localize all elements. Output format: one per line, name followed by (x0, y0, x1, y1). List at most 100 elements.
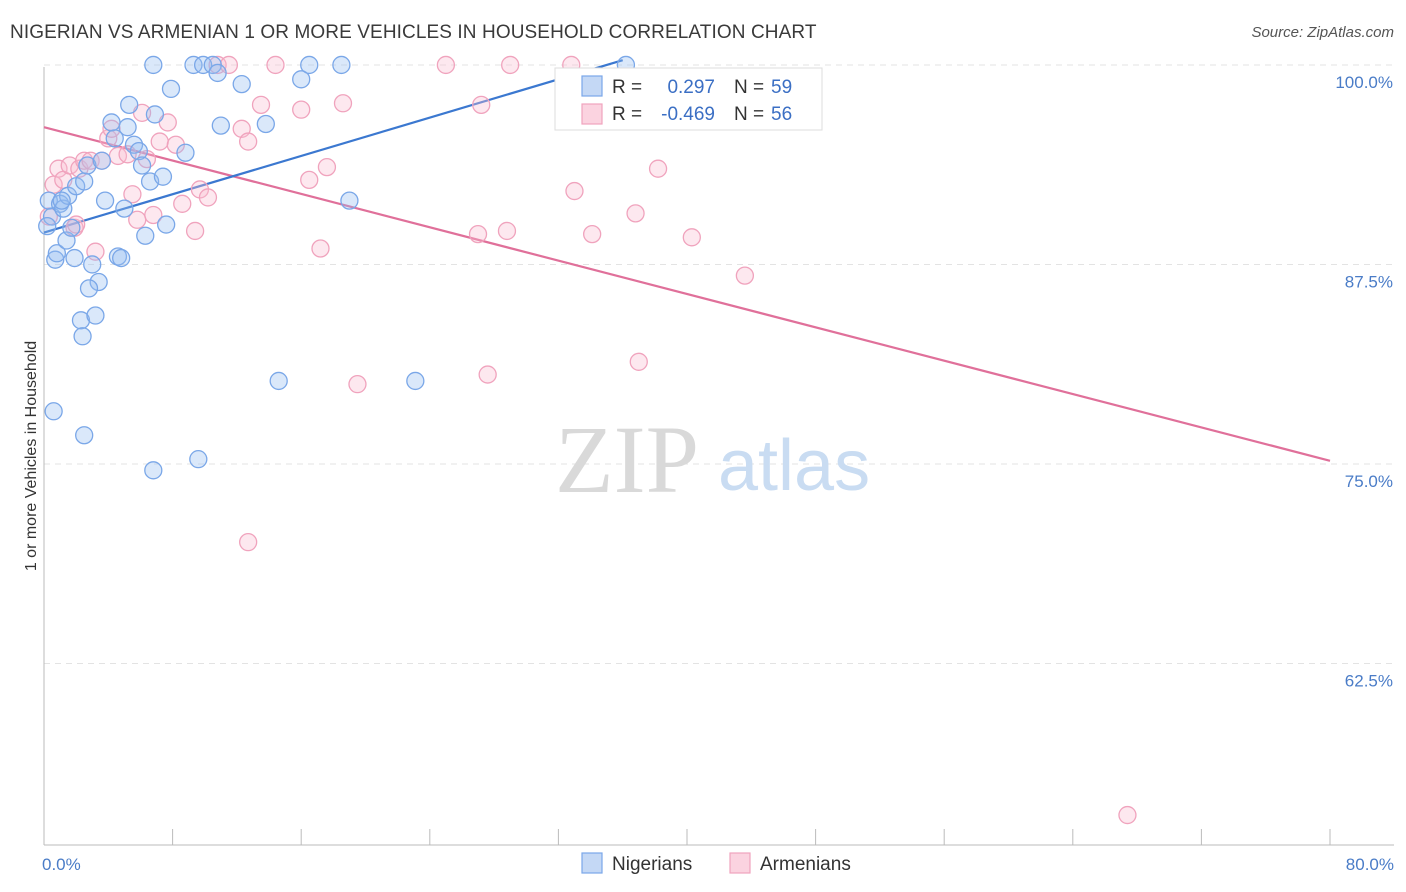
armenian-point (497, 221, 517, 241)
nigerian-point (79, 279, 99, 298)
armenian-point (317, 157, 337, 177)
nigerian-point (153, 167, 173, 186)
nigerian-point (211, 116, 230, 135)
nigerian-point (115, 199, 134, 218)
armenian-point (266, 55, 285, 75)
armenian-point (735, 266, 755, 285)
y-tick-label-1: 87.5% (1345, 272, 1393, 291)
nigerian-point (193, 55, 213, 75)
nigerian-point (38, 217, 57, 236)
nigerian-point (75, 426, 94, 445)
armenian-point (348, 375, 367, 394)
nigerian-point (120, 95, 139, 115)
nigerian-point (73, 327, 92, 346)
bottom-legend-nigerians: Nigerians (612, 854, 692, 875)
chart-title: NIGERIAN VS ARMENIAN 1 OR MORE VEHICLES … (10, 22, 817, 43)
armenian-point (626, 204, 645, 223)
armenian-point (468, 224, 488, 244)
armenian-point (478, 365, 497, 384)
nigerian-point (145, 105, 165, 124)
armenian-point (648, 159, 668, 178)
nigerian-point (157, 215, 176, 234)
armenian-point (501, 55, 520, 75)
armenian-point (239, 533, 258, 552)
nigerian-point (184, 55, 203, 75)
nigerian-point (78, 156, 97, 175)
armenian-point (682, 228, 701, 247)
nigerian-point (161, 79, 181, 99)
bottom-legend-swatch-nigerians (581, 852, 603, 874)
armenian-point (629, 352, 648, 371)
nigerian-point (95, 191, 115, 210)
nigerian-point (86, 306, 105, 325)
armenian-point (1118, 805, 1137, 825)
nigerian-point (208, 63, 227, 83)
nigerian-point (292, 70, 311, 89)
nigerian-point (102, 113, 121, 132)
armenian-point (185, 221, 205, 241)
tick-labels: 100.0% 87.5% 75.0% 62.5% 0.0% 80.0% (42, 73, 1394, 874)
armenian-point (472, 95, 491, 115)
bottom-legend-armenians: Armenians (760, 854, 851, 875)
nigerian-point (406, 371, 425, 391)
nigerian-point (92, 151, 112, 170)
nigerian-point (269, 371, 288, 391)
armenian-point (102, 119, 121, 138)
nigerian-point (105, 129, 124, 148)
legend-n-value-1: 59 (771, 77, 792, 98)
legend-swatch-armenians (581, 103, 603, 125)
nigerian-point (118, 118, 137, 137)
armenian-point (239, 132, 258, 151)
legend-r-label-2: R = (612, 104, 642, 125)
y-axis-label: 1 or more Vehicles in Household (23, 341, 40, 571)
trend-line-armenians (43, 126, 1331, 462)
nigerian-point (75, 172, 94, 191)
nigerian-point (332, 55, 351, 75)
armenian-point (123, 185, 142, 204)
legend-r-label-1: R = (612, 77, 642, 98)
nigerian-point (176, 143, 195, 162)
x-tick-label-0: 0.0% (42, 855, 81, 874)
nigerian-point (46, 250, 65, 269)
legend-swatch-nigerians (581, 75, 603, 97)
armenian-point (300, 170, 319, 190)
armenian-point (150, 132, 169, 151)
armenian-point (251, 95, 271, 115)
nigerian-point (44, 402, 63, 421)
nigerian-point (232, 74, 251, 94)
nigerian-point (132, 156, 152, 175)
nigerian-point (256, 114, 275, 134)
axes (43, 67, 1394, 846)
armenian-point (436, 55, 456, 75)
armenian-point (333, 94, 353, 113)
armenian-point (118, 145, 137, 164)
nigerian-point (62, 218, 81, 237)
armenian-point (173, 194, 192, 213)
nigerian-point (136, 226, 155, 245)
watermark-atlas: atlas (718, 426, 870, 506)
armenian-point (565, 181, 584, 201)
legend-r-value-2: -0.469 (661, 104, 715, 125)
armenian-point (144, 205, 163, 225)
bottom-legend-swatch-armenians (729, 852, 751, 874)
watermark-zip: ZIP (555, 406, 699, 513)
nigerian-point (112, 248, 131, 268)
nigerian-point (71, 311, 91, 330)
armenian-point (60, 156, 79, 175)
watermark: ZIP atlas (555, 406, 870, 513)
nigerian-point (144, 461, 163, 480)
nigerian-points (38, 55, 636, 480)
nigerian-point (189, 450, 208, 469)
y-tick-label-2: 75.0% (1345, 472, 1393, 491)
armenian-point (311, 239, 330, 258)
gridlines (44, 64, 1394, 664)
nigerian-point (144, 55, 163, 75)
nigerian-point (300, 55, 319, 75)
nigerian-point (52, 191, 71, 210)
trend-lines (43, 59, 1331, 462)
legend-top: R = 0.297 N = 59 R = -0.469 N = 56 (554, 67, 823, 131)
armenian-point (198, 188, 218, 207)
legend-n-value-2: 56 (771, 104, 792, 125)
x-tick-label-1: 80.0% (1346, 855, 1394, 874)
